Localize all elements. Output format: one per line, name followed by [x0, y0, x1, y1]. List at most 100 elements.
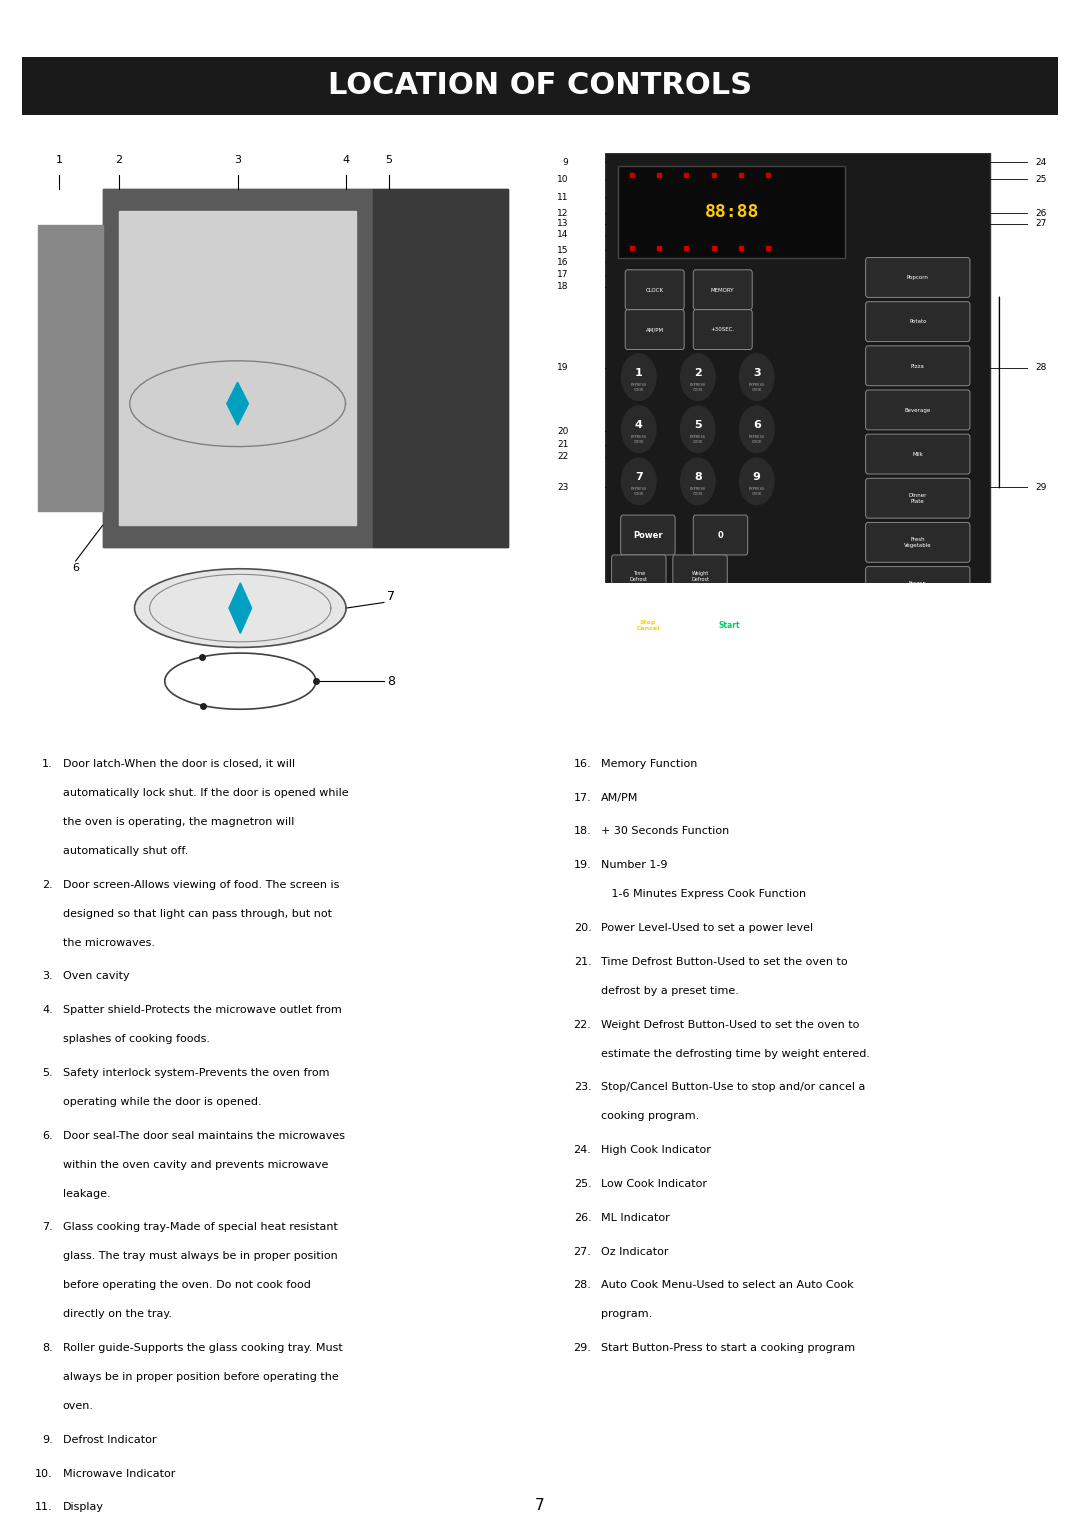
FancyBboxPatch shape — [866, 389, 970, 429]
Text: the oven is operating, the magnetron will: the oven is operating, the magnetron wil… — [63, 817, 294, 826]
Text: Door latch-When the door is closed, it will: Door latch-When the door is closed, it w… — [63, 759, 295, 770]
Text: designed so that light can pass through, but not: designed so that light can pass through,… — [63, 909, 332, 918]
FancyBboxPatch shape — [693, 604, 766, 647]
Bar — [605, 153, 990, 583]
Text: 14: 14 — [557, 230, 568, 239]
Circle shape — [740, 458, 774, 504]
FancyBboxPatch shape — [866, 478, 970, 518]
Text: AM/PM: AM/PM — [646, 328, 664, 333]
Text: Frozen
Vegetable: Frozen Vegetable — [904, 581, 932, 592]
FancyBboxPatch shape — [693, 310, 752, 350]
Text: EXPRESS
COOK: EXPRESS COOK — [748, 383, 765, 392]
Text: 18.: 18. — [573, 826, 592, 837]
Text: 27: 27 — [1036, 219, 1048, 228]
Text: program.: program. — [602, 1309, 652, 1320]
Text: 7: 7 — [635, 472, 643, 481]
Text: 18: 18 — [557, 282, 568, 291]
Text: 5: 5 — [386, 155, 392, 166]
Text: Start: Start — [718, 621, 741, 630]
Text: Weight
Defrost: Weight Defrost — [691, 570, 710, 583]
Text: Beverage: Beverage — [905, 408, 931, 412]
Text: Milk: Milk — [913, 452, 923, 457]
Text: EXPRESS
COOK: EXPRESS COOK — [631, 435, 647, 445]
Text: Oven cavity: Oven cavity — [63, 972, 130, 981]
FancyBboxPatch shape — [866, 346, 970, 386]
Text: Glass cooking tray-Made of special heat resistant: Glass cooking tray-Made of special heat … — [63, 1222, 338, 1233]
Text: Dinner
Plate: Dinner Plate — [908, 494, 927, 504]
Text: Stop/Cancel Button-Use to stop and/or cancel a: Stop/Cancel Button-Use to stop and/or ca… — [602, 1082, 866, 1093]
Text: always be in proper position before operating the: always be in proper position before oper… — [63, 1372, 339, 1383]
Text: automatically shut off.: automatically shut off. — [63, 846, 188, 855]
Text: 26: 26 — [1036, 208, 1048, 218]
Text: 2.: 2. — [42, 880, 53, 889]
Text: Door screen-Allows viewing of food. The screen is: Door screen-Allows viewing of food. The … — [63, 880, 339, 889]
Text: Potato: Potato — [909, 319, 927, 325]
Polygon shape — [119, 210, 356, 526]
FancyBboxPatch shape — [693, 270, 752, 310]
Text: Low Cook Indicator: Low Cook Indicator — [602, 1179, 707, 1190]
Circle shape — [680, 354, 715, 400]
Text: 9.: 9. — [42, 1435, 53, 1446]
Text: EXPRESS
COOK: EXPRESS COOK — [748, 487, 765, 497]
FancyBboxPatch shape — [621, 515, 675, 555]
Text: 11: 11 — [557, 193, 568, 202]
Text: Memory Function: Memory Function — [602, 759, 698, 770]
Text: 7.: 7. — [42, 1222, 53, 1233]
Text: Display: Display — [63, 1502, 104, 1513]
FancyBboxPatch shape — [611, 604, 685, 647]
Bar — [22, 57, 1058, 115]
Text: MEMORY: MEMORY — [711, 288, 734, 293]
Text: 8: 8 — [694, 472, 702, 481]
Text: 2: 2 — [694, 368, 702, 377]
Text: 26.: 26. — [573, 1213, 592, 1223]
Text: 29.: 29. — [573, 1343, 592, 1354]
Text: 5: 5 — [694, 420, 702, 429]
Circle shape — [680, 458, 715, 504]
Text: Roller guide-Supports the glass cooking tray. Must: Roller guide-Supports the glass cooking … — [63, 1343, 342, 1354]
Text: Power: Power — [633, 530, 663, 540]
Text: Pizza: Pizza — [910, 363, 924, 368]
Bar — [619, 166, 846, 258]
Text: 9: 9 — [753, 472, 760, 481]
Text: 24.: 24. — [573, 1145, 592, 1156]
Text: 20.: 20. — [573, 923, 592, 934]
Text: Stop
Cancel: Stop Cancel — [636, 619, 660, 632]
Text: Popcorn: Popcorn — [907, 276, 929, 281]
Text: 29: 29 — [1036, 483, 1048, 492]
Text: Fresh
Vegetable: Fresh Vegetable — [904, 537, 932, 549]
Text: 6: 6 — [72, 563, 79, 573]
Text: 1: 1 — [56, 155, 63, 166]
FancyBboxPatch shape — [866, 302, 970, 342]
FancyBboxPatch shape — [866, 258, 970, 297]
Text: 16.: 16. — [573, 759, 592, 770]
Polygon shape — [229, 583, 252, 633]
Text: Time Defrost Button-Used to set the oven to: Time Defrost Button-Used to set the oven… — [602, 957, 848, 967]
Text: 6: 6 — [753, 420, 760, 429]
Text: 28.: 28. — [573, 1280, 592, 1291]
FancyBboxPatch shape — [866, 567, 970, 607]
Text: automatically lock shut. If the door is opened while: automatically lock shut. If the door is … — [63, 788, 349, 797]
Text: Oz Indicator: Oz Indicator — [602, 1246, 669, 1257]
Text: Spatter shield-Protects the microwave outlet from: Spatter shield-Protects the microwave ou… — [63, 1006, 341, 1015]
Circle shape — [680, 406, 715, 452]
Text: Defrost Indicator: Defrost Indicator — [63, 1435, 157, 1446]
Text: 23.: 23. — [573, 1082, 592, 1093]
Text: 3.: 3. — [42, 972, 53, 981]
Text: splashes of cooking foods.: splashes of cooking foods. — [63, 1035, 210, 1044]
Text: 9: 9 — [563, 158, 568, 167]
Text: 17.: 17. — [573, 793, 592, 803]
Text: EXPRESS
COOK: EXPRESS COOK — [631, 383, 647, 392]
Text: leakage.: leakage. — [63, 1188, 110, 1199]
Text: High Cook Indicator: High Cook Indicator — [602, 1145, 712, 1156]
Text: 17: 17 — [557, 270, 568, 279]
Circle shape — [740, 406, 774, 452]
Text: EXPRESS
COOK: EXPRESS COOK — [690, 487, 706, 497]
Text: before operating the oven. Do not cook food: before operating the oven. Do not cook f… — [63, 1280, 311, 1291]
Text: 1.: 1. — [42, 759, 53, 770]
Text: 19: 19 — [557, 363, 568, 373]
Text: 28: 28 — [1036, 363, 1048, 373]
Text: cooking program.: cooking program. — [602, 1111, 700, 1121]
Text: operating while the door is opened.: operating while the door is opened. — [63, 1098, 261, 1107]
Text: oven.: oven. — [63, 1401, 94, 1410]
FancyBboxPatch shape — [611, 555, 666, 598]
